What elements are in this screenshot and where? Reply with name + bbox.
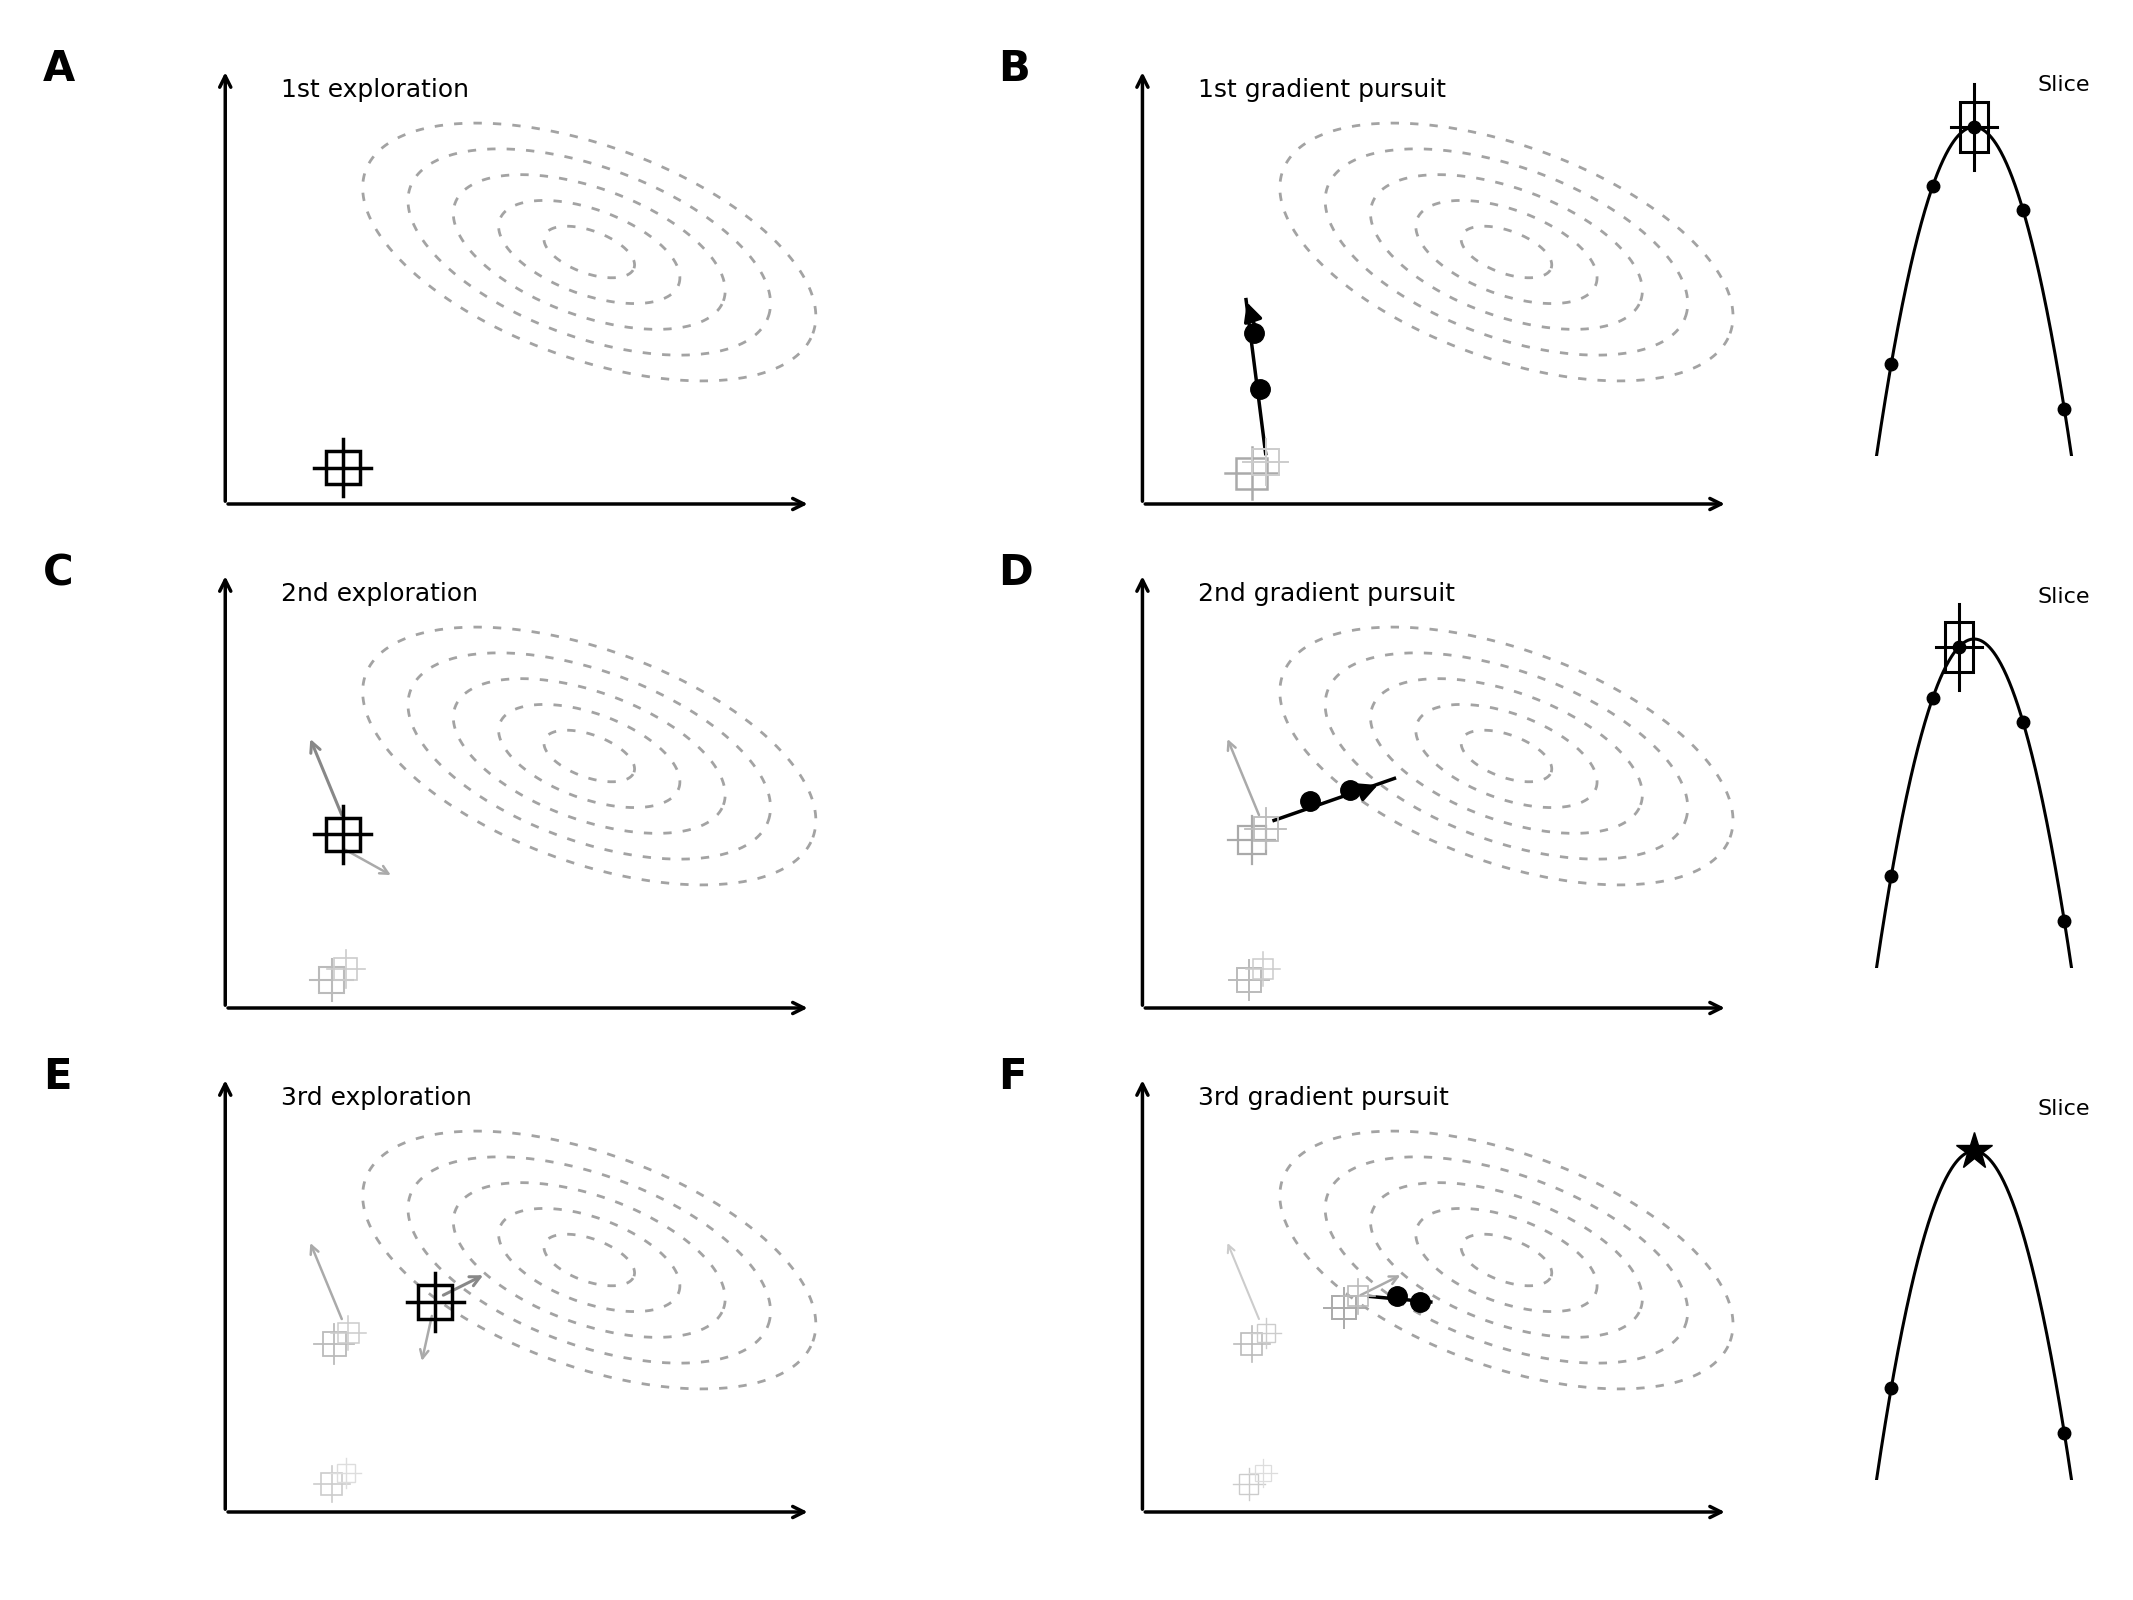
Text: 3rd exploration: 3rd exploration (282, 1086, 471, 1110)
Bar (320, 1474, 341, 1494)
Text: C: C (43, 552, 73, 594)
Text: 2nd exploration: 2nd exploration (282, 582, 478, 606)
Text: 3rd gradient pursuit: 3rd gradient pursuit (1199, 1086, 1448, 1110)
Bar (322, 1333, 346, 1355)
Bar (418, 1285, 452, 1318)
Bar (1254, 816, 1278, 842)
Text: 1st exploration: 1st exploration (282, 78, 469, 102)
Bar (1945, 622, 1973, 672)
Bar (337, 1464, 354, 1482)
Bar (1237, 458, 1267, 488)
Text: Slice: Slice (2037, 75, 2090, 96)
Text: D: D (998, 552, 1032, 594)
Bar (1252, 958, 1273, 979)
Bar (1348, 1286, 1367, 1307)
Bar (1333, 1296, 1357, 1320)
Bar (335, 957, 356, 979)
Text: F: F (998, 1056, 1026, 1098)
Bar (1252, 448, 1280, 475)
Text: E: E (43, 1056, 70, 1098)
Bar (320, 968, 343, 992)
Bar (326, 818, 360, 851)
Text: B: B (998, 48, 1030, 90)
Bar (1241, 1333, 1263, 1355)
Bar (326, 451, 360, 485)
Bar (1256, 1323, 1276, 1342)
Text: Slice: Slice (2037, 1099, 2090, 1120)
Bar (1237, 968, 1261, 992)
Bar (1237, 826, 1265, 854)
Bar (1960, 102, 1988, 152)
Bar (1254, 1464, 1271, 1482)
Bar (1239, 1475, 1258, 1493)
Text: Slice: Slice (2037, 587, 2090, 608)
Text: 2nd gradient pursuit: 2nd gradient pursuit (1199, 582, 1455, 606)
Text: 1st gradient pursuit: 1st gradient pursuit (1199, 78, 1446, 102)
Text: A: A (43, 48, 75, 90)
Bar (339, 1323, 358, 1342)
